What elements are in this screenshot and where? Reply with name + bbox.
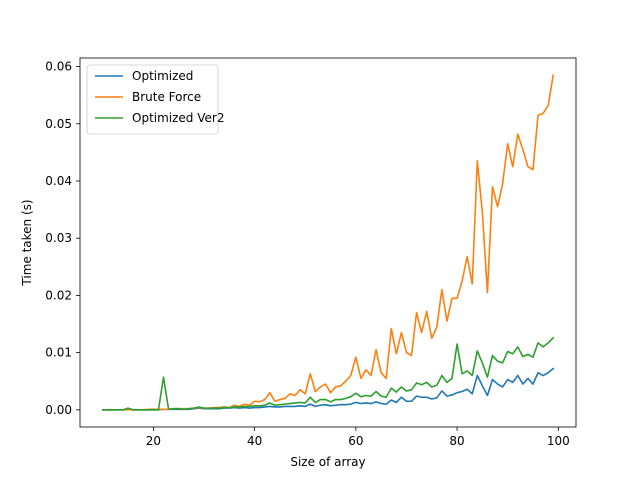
y-tick-label: 0.00 <box>45 403 72 417</box>
series-layer <box>101 74 555 411</box>
y-axis-ticks: 0.00 0.01 0.02 0.03 0.04 0.05 0.06 <box>45 60 80 417</box>
y-tick-label: 0.03 <box>45 231 72 245</box>
x-tick-label: 60 <box>348 434 363 448</box>
y-tick-label: 0.02 <box>45 288 72 302</box>
y-tick-label: 0.06 <box>45 60 72 74</box>
x-tick-label: 100 <box>547 434 570 448</box>
y-tick-label: 0.05 <box>45 117 72 131</box>
legend-label-1: Optimized <box>132 69 193 83</box>
x-tick-label: 20 <box>146 434 161 448</box>
x-tick-label: 80 <box>449 434 464 448</box>
y-tick-label: 0.01 <box>45 346 72 360</box>
y-axis-label: Time taken (s) <box>20 199 34 286</box>
x-axis-label: Size of array <box>290 455 365 469</box>
legend-box <box>86 64 219 135</box>
x-tick-label: 40 <box>247 434 262 448</box>
y-tick-label: 0.04 <box>45 174 72 188</box>
plot-area-frame <box>79 57 577 428</box>
legend: Optimized Brute Force Optimized Ver2 <box>86 64 224 135</box>
x-axis-ticks: 20 40 60 80 100 <box>146 427 570 448</box>
series-line-3 <box>101 336 555 411</box>
legend-label-3: Optimized Ver2 <box>132 111 224 125</box>
legend-label-2: Brute Force <box>132 90 201 104</box>
